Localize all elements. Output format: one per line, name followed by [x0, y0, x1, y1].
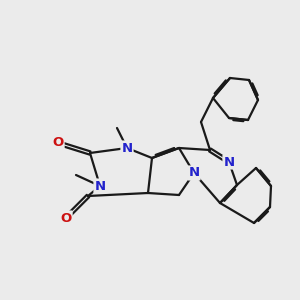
Text: N: N [188, 167, 200, 179]
Text: O: O [52, 136, 64, 149]
Text: O: O [60, 212, 72, 224]
Text: N: N [122, 142, 133, 154]
Text: N: N [224, 155, 235, 169]
Text: N: N [94, 179, 106, 193]
